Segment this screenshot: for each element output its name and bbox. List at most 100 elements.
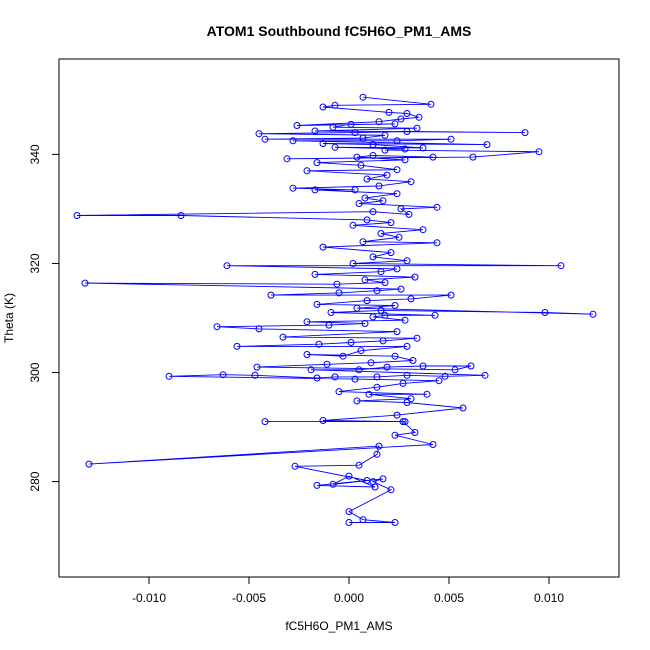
data-point <box>361 276 369 284</box>
data-point <box>393 411 401 419</box>
data-point <box>407 178 415 186</box>
data-point <box>411 429 419 436</box>
data-point <box>397 115 405 123</box>
series-lines <box>76 96 594 523</box>
data-point <box>429 441 437 448</box>
data-point <box>355 366 363 374</box>
data-point <box>267 291 275 299</box>
data-point <box>363 216 371 224</box>
data-point <box>313 374 321 382</box>
data-point <box>403 128 411 135</box>
data-point <box>589 310 597 318</box>
data-point <box>279 333 287 341</box>
data-point <box>391 519 399 526</box>
data-point <box>313 481 321 489</box>
data-point <box>377 268 385 276</box>
data-point <box>357 161 365 169</box>
data-point <box>233 342 241 350</box>
data-point <box>289 137 297 145</box>
data-point <box>401 156 409 164</box>
data-point <box>369 208 377 216</box>
data-point <box>85 460 93 468</box>
data-point <box>359 516 367 524</box>
data-point <box>535 148 543 156</box>
data-point <box>361 320 369 327</box>
data-point <box>349 221 357 229</box>
data-point <box>387 219 395 227</box>
data-point <box>255 325 263 333</box>
x-tick-label: 0.000 <box>334 591 364 605</box>
data-point <box>391 302 399 309</box>
data-point <box>433 239 441 247</box>
data-point <box>319 140 327 147</box>
data-point <box>313 300 321 308</box>
data-point <box>387 486 395 494</box>
data-point <box>371 483 379 491</box>
data-point <box>261 418 269 426</box>
x-tick-label: 0.010 <box>534 591 564 605</box>
data-point <box>311 127 319 135</box>
data-point <box>459 404 467 412</box>
data-point <box>403 342 411 350</box>
data-point <box>403 257 411 265</box>
data-point <box>483 141 491 149</box>
data-point <box>219 371 227 379</box>
data-point <box>367 359 375 367</box>
data-point <box>377 230 385 237</box>
data-point <box>391 352 399 360</box>
data-point <box>407 295 415 303</box>
data-point <box>397 205 405 213</box>
data-point <box>369 152 377 159</box>
data-point <box>319 243 327 251</box>
data-point <box>393 265 401 273</box>
data-point <box>383 363 391 371</box>
data-point <box>81 279 89 287</box>
data-point <box>399 379 407 387</box>
data-point <box>387 249 395 257</box>
x-axis: -0.010 -0.005 0.000 0.005 0.010 <box>132 576 564 605</box>
data-point <box>435 377 443 385</box>
data-point <box>323 360 331 368</box>
data-point <box>213 323 221 331</box>
data-point <box>353 304 361 312</box>
series-points <box>73 93 597 526</box>
data-point <box>313 159 321 167</box>
data-point <box>401 418 409 426</box>
data-point <box>379 197 387 205</box>
data-point <box>391 120 399 128</box>
data-point <box>481 371 489 379</box>
data-point <box>385 108 393 116</box>
data-point <box>353 397 361 405</box>
x-tick-label: -0.010 <box>132 591 166 605</box>
data-point <box>431 311 439 319</box>
data-point <box>393 190 401 198</box>
data-point <box>429 153 437 161</box>
data-point <box>353 153 361 161</box>
data-point <box>427 100 435 108</box>
data-point <box>303 351 311 358</box>
data-point <box>339 352 347 360</box>
data-point <box>521 129 529 137</box>
data-point <box>467 362 475 370</box>
chart-title: ATOM1 Southbound fC5H6O_PM1_AMS <box>207 23 472 39</box>
data-point <box>365 390 373 398</box>
data-point <box>381 131 389 139</box>
data-point <box>381 146 389 154</box>
data-point <box>345 519 353 526</box>
data-point <box>399 418 407 426</box>
data-point <box>351 375 359 383</box>
data-point <box>251 371 259 379</box>
data-point <box>325 321 333 329</box>
data-point <box>291 462 299 470</box>
data-point <box>363 175 371 183</box>
data-point <box>327 309 335 316</box>
data-point <box>223 262 231 270</box>
data-point <box>393 328 401 336</box>
data-point <box>369 313 377 321</box>
data-point <box>407 395 415 403</box>
data-point <box>451 366 459 374</box>
data-point <box>373 450 381 458</box>
data-point <box>359 238 367 246</box>
data-point <box>447 135 455 143</box>
data-point <box>409 357 417 364</box>
